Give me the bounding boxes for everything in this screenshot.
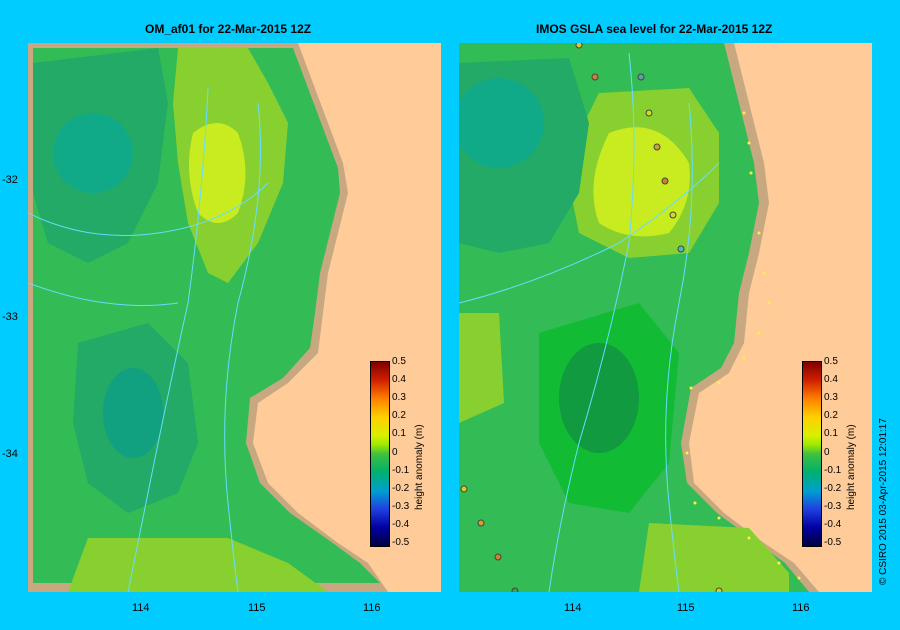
colorbar-right (802, 361, 822, 547)
colorbar-label: 0.3 (824, 392, 838, 403)
lon-tick-label: 115 (677, 602, 695, 614)
colorbar-label: 0.5 (824, 356, 838, 367)
colorbar-label: 0 (824, 447, 830, 458)
colorbar-label: -0.4 (824, 519, 842, 530)
imos-sea-level-map (459, 43, 872, 592)
colorbar-label: -0.2 (392, 483, 410, 494)
colorbar-label: 0.5 (392, 356, 406, 367)
colorbar-label: -0.3 (392, 501, 410, 512)
colorbar-left (370, 361, 390, 547)
colorbar-label: 0.2 (392, 410, 406, 421)
colorbar-label: 0.4 (824, 374, 838, 385)
credit-text: © CSIRO 2015 03-Apr-2015 12:01:17 (878, 418, 889, 585)
colorbar-label: -0.4 (392, 519, 410, 530)
colorbar-label: 0 (392, 447, 398, 458)
colorbar-label: 0.4 (392, 374, 406, 385)
lat-tick-label: -34 (2, 448, 18, 460)
lon-tick-label: 116 (792, 602, 810, 614)
colorbar-label: -0.5 (392, 537, 410, 548)
colorbar-label: -0.1 (824, 465, 842, 476)
left-panel-title: OM_af01 for 22-Mar-2015 12Z (145, 22, 312, 36)
colorbar-title: height anomaly (m) (846, 424, 857, 510)
colorbar-label: -0.5 (824, 537, 842, 548)
lon-tick-label: 114 (132, 602, 150, 614)
lat-tick-label: -32 (2, 174, 18, 186)
colorbar-label: 0.2 (824, 410, 838, 421)
lon-tick-label: 115 (248, 602, 266, 614)
lon-tick-label: 114 (564, 602, 582, 614)
colorbar-label: 0.1 (392, 428, 406, 439)
colorbar-label: -0.2 (824, 483, 842, 494)
lat-tick-label: -33 (2, 311, 18, 323)
model-sea-level-map (28, 43, 441, 592)
colorbar-label: 0.1 (824, 428, 838, 439)
colorbar-label: -0.3 (824, 501, 842, 512)
colorbar-title: height anomaly (m) (414, 424, 425, 510)
right-panel-title: IMOS GSLA sea level for 22-Mar-2015 12Z (536, 22, 773, 36)
colorbar-label: 0.3 (392, 392, 406, 403)
lon-tick-label: 116 (363, 602, 381, 614)
colorbar-label: -0.1 (392, 465, 410, 476)
